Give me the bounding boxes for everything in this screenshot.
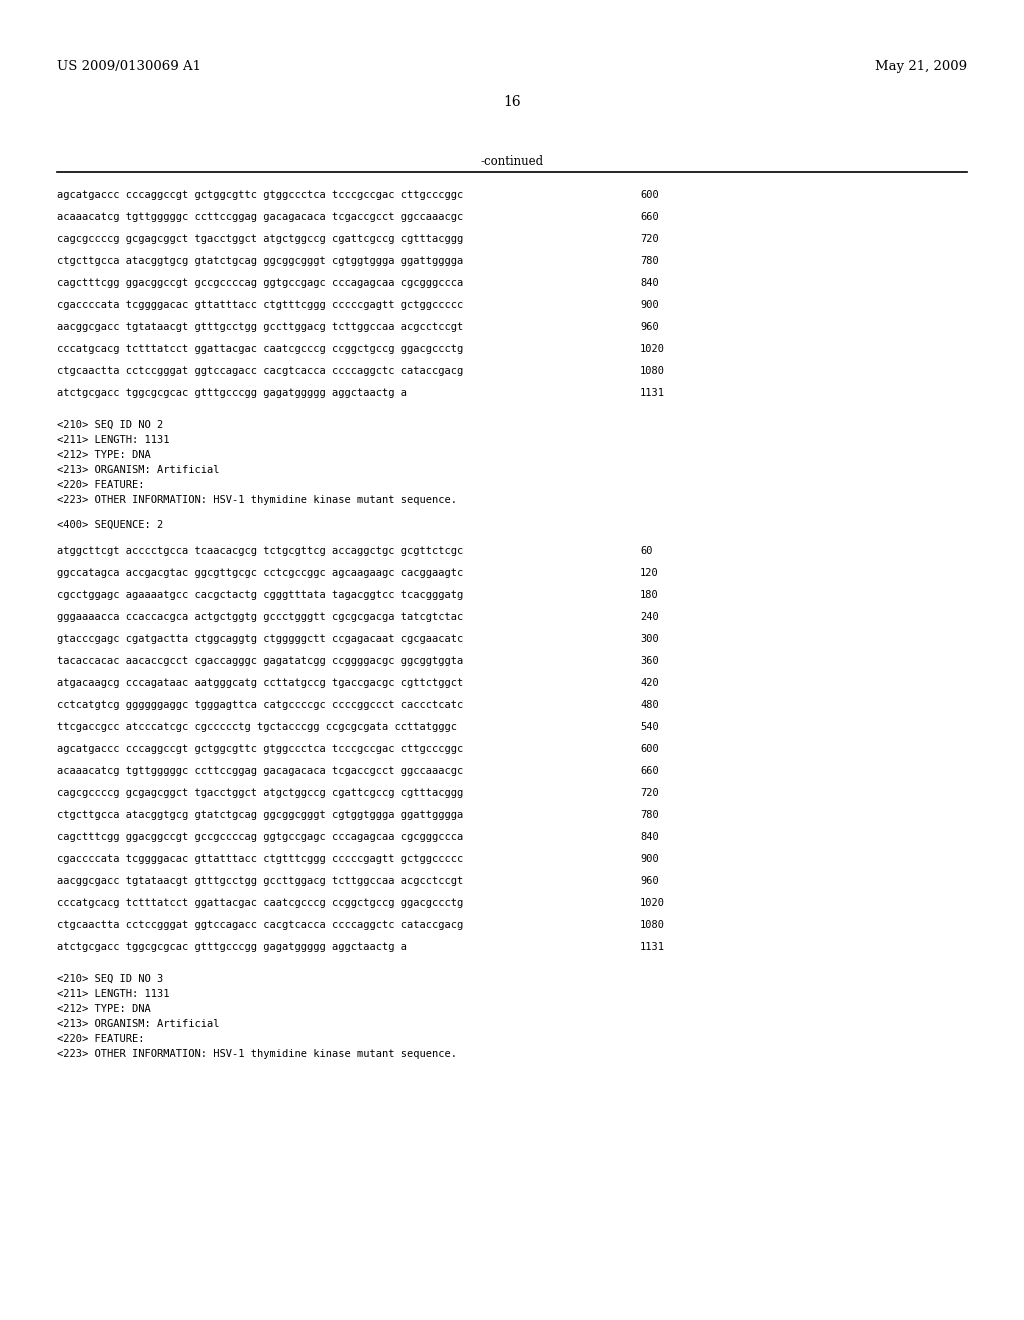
Text: <210> SEQ ID NO 3: <210> SEQ ID NO 3: [57, 974, 163, 983]
Text: 180: 180: [640, 590, 658, 601]
Text: <220> FEATURE:: <220> FEATURE:: [57, 1034, 144, 1044]
Text: 1020: 1020: [640, 898, 665, 908]
Text: <211> LENGTH: 1131: <211> LENGTH: 1131: [57, 436, 170, 445]
Text: 480: 480: [640, 700, 658, 710]
Text: 1080: 1080: [640, 366, 665, 376]
Text: agcatgaccc cccaggccgt gctggcgttc gtggccctca tcccgccgac cttgcccggc: agcatgaccc cccaggccgt gctggcgttc gtggccc…: [57, 744, 463, 754]
Text: 540: 540: [640, 722, 658, 733]
Text: <212> TYPE: DNA: <212> TYPE: DNA: [57, 450, 151, 459]
Text: ctgcttgcca atacggtgcg gtatctgcag ggcggcgggt cgtggtggga ggattgggga: ctgcttgcca atacggtgcg gtatctgcag ggcggcg…: [57, 810, 463, 820]
Text: 1080: 1080: [640, 920, 665, 931]
Text: aacggcgacc tgtataacgt gtttgcctgg gccttggacg tcttggccaa acgcctccgt: aacggcgacc tgtataacgt gtttgcctgg gccttgg…: [57, 322, 463, 333]
Text: May 21, 2009: May 21, 2009: [874, 59, 967, 73]
Text: <210> SEQ ID NO 2: <210> SEQ ID NO 2: [57, 420, 163, 430]
Text: <400> SEQUENCE: 2: <400> SEQUENCE: 2: [57, 520, 163, 531]
Text: <211> LENGTH: 1131: <211> LENGTH: 1131: [57, 989, 170, 999]
Text: tacaccacac aacaccgcct cgaccagggc gagatatcgg ccggggacgc ggcggtggta: tacaccacac aacaccgcct cgaccagggc gagatat…: [57, 656, 463, 667]
Text: 1131: 1131: [640, 388, 665, 399]
Text: 1131: 1131: [640, 942, 665, 952]
Text: <223> OTHER INFORMATION: HSV-1 thymidine kinase mutant sequence.: <223> OTHER INFORMATION: HSV-1 thymidine…: [57, 1049, 457, 1059]
Text: 900: 900: [640, 854, 658, 865]
Text: atctgcgacc tggcgcgcac gtttgcccgg gagatggggg aggctaactg a: atctgcgacc tggcgcgcac gtttgcccgg gagatgg…: [57, 388, 407, 399]
Text: 840: 840: [640, 832, 658, 842]
Text: 420: 420: [640, 678, 658, 688]
Text: <213> ORGANISM: Artificial: <213> ORGANISM: Artificial: [57, 1019, 219, 1030]
Text: gggaaaacca ccaccacgca actgctggtg gccctgggtt cgcgcgacga tatcgtctac: gggaaaacca ccaccacgca actgctggtg gccctgg…: [57, 612, 463, 622]
Text: cccatgcacg tctttatcct ggattacgac caatcgcccg ccggctgccg ggacgccctg: cccatgcacg tctttatcct ggattacgac caatcgc…: [57, 898, 463, 908]
Text: 720: 720: [640, 234, 658, 244]
Text: 120: 120: [640, 568, 658, 578]
Text: 900: 900: [640, 300, 658, 310]
Text: 660: 660: [640, 766, 658, 776]
Text: 960: 960: [640, 876, 658, 886]
Text: cagcgccccg gcgagcggct tgacctggct atgctggccg cgattcgccg cgtttacggg: cagcgccccg gcgagcggct tgacctggct atgctgg…: [57, 234, 463, 244]
Text: <213> ORGANISM: Artificial: <213> ORGANISM: Artificial: [57, 465, 219, 475]
Text: atggcttcgt acccctgcca tcaacacgcg tctgcgttcg accaggctgc gcgttctcgc: atggcttcgt acccctgcca tcaacacgcg tctgcgt…: [57, 546, 463, 556]
Text: cagctttcgg ggacggccgt gccgccccag ggtgccgagc cccagagcaa cgcgggccca: cagctttcgg ggacggccgt gccgccccag ggtgccg…: [57, 832, 463, 842]
Text: ctgcttgcca atacggtgcg gtatctgcag ggcggcgggt cgtggtggga ggattgggga: ctgcttgcca atacggtgcg gtatctgcag ggcggcg…: [57, 256, 463, 267]
Text: 300: 300: [640, 634, 658, 644]
Text: -continued: -continued: [480, 154, 544, 168]
Text: 780: 780: [640, 256, 658, 267]
Text: agcatgaccc cccaggccgt gctggcgttc gtggccctca tcccgccgac cttgcccggc: agcatgaccc cccaggccgt gctggcgttc gtggccc…: [57, 190, 463, 201]
Text: acaaacatcg tgttgggggc ccttccggag gacagacaca tcgaccgcct ggccaaacgc: acaaacatcg tgttgggggc ccttccggag gacagac…: [57, 766, 463, 776]
Text: 16: 16: [503, 95, 521, 110]
Text: acaaacatcg tgttgggggc ccttccggag gacagacaca tcgaccgcct ggccaaacgc: acaaacatcg tgttgggggc ccttccggag gacagac…: [57, 213, 463, 222]
Text: <223> OTHER INFORMATION: HSV-1 thymidine kinase mutant sequence.: <223> OTHER INFORMATION: HSV-1 thymidine…: [57, 495, 457, 506]
Text: <212> TYPE: DNA: <212> TYPE: DNA: [57, 1005, 151, 1014]
Text: US 2009/0130069 A1: US 2009/0130069 A1: [57, 59, 201, 73]
Text: 960: 960: [640, 322, 658, 333]
Text: cgaccccata tcggggacac gttatttacc ctgtttcggg cccccgagtt gctggccccc: cgaccccata tcggggacac gttatttacc ctgtttc…: [57, 300, 463, 310]
Text: cgaccccata tcggggacac gttatttacc ctgtttcggg cccccgagtt gctggccccc: cgaccccata tcggggacac gttatttacc ctgtttc…: [57, 854, 463, 865]
Text: ggccatagca accgacgtac ggcgttgcgc cctcgccggc agcaagaagc cacggaagtc: ggccatagca accgacgtac ggcgttgcgc cctcgcc…: [57, 568, 463, 578]
Text: cgcctggagc agaaaatgcc cacgctactg cgggtttata tagacggtcc tcacgggatg: cgcctggagc agaaaatgcc cacgctactg cgggttt…: [57, 590, 463, 601]
Text: 1020: 1020: [640, 345, 665, 354]
Text: cctcatgtcg ggggggaggc tgggagttca catgccccgc ccccggccct caccctcatc: cctcatgtcg ggggggaggc tgggagttca catgccc…: [57, 700, 463, 710]
Text: ttcgaccgcc atcccatcgc cgccccctg tgctacccgg ccgcgcgata ccttatgggc: ttcgaccgcc atcccatcgc cgccccctg tgctaccc…: [57, 722, 457, 733]
Text: 360: 360: [640, 656, 658, 667]
Text: 720: 720: [640, 788, 658, 799]
Text: <220> FEATURE:: <220> FEATURE:: [57, 480, 144, 490]
Text: 780: 780: [640, 810, 658, 820]
Text: atgacaagcg cccagataac aatgggcatg ccttatgccg tgaccgacgc cgttctggct: atgacaagcg cccagataac aatgggcatg ccttatg…: [57, 678, 463, 688]
Text: ctgcaactta cctccgggat ggtccagacc cacgtcacca ccccaggctc cataccgacg: ctgcaactta cctccgggat ggtccagacc cacgtca…: [57, 920, 463, 931]
Text: 60: 60: [640, 546, 652, 556]
Text: 660: 660: [640, 213, 658, 222]
Text: ctgcaactta cctccgggat ggtccagacc cacgtcacca ccccaggctc cataccgacg: ctgcaactta cctccgggat ggtccagacc cacgtca…: [57, 366, 463, 376]
Text: aacggcgacc tgtataacgt gtttgcctgg gccttggacg tcttggccaa acgcctccgt: aacggcgacc tgtataacgt gtttgcctgg gccttgg…: [57, 876, 463, 886]
Text: 240: 240: [640, 612, 658, 622]
Text: 600: 600: [640, 190, 658, 201]
Text: gtacccgagc cgatgactta ctggcaggtg ctgggggctt ccgagacaat cgcgaacatc: gtacccgagc cgatgactta ctggcaggtg ctggggg…: [57, 634, 463, 644]
Text: 600: 600: [640, 744, 658, 754]
Text: 840: 840: [640, 279, 658, 288]
Text: cagctttcgg ggacggccgt gccgccccag ggtgccgagc cccagagcaa cgcgggccca: cagctttcgg ggacggccgt gccgccccag ggtgccg…: [57, 279, 463, 288]
Text: cagcgccccg gcgagcggct tgacctggct atgctggccg cgattcgccg cgtttacggg: cagcgccccg gcgagcggct tgacctggct atgctgg…: [57, 788, 463, 799]
Text: atctgcgacc tggcgcgcac gtttgcccgg gagatggggg aggctaactg a: atctgcgacc tggcgcgcac gtttgcccgg gagatgg…: [57, 942, 407, 952]
Text: cccatgcacg tctttatcct ggattacgac caatcgcccg ccggctgccg ggacgccctg: cccatgcacg tctttatcct ggattacgac caatcgc…: [57, 345, 463, 354]
